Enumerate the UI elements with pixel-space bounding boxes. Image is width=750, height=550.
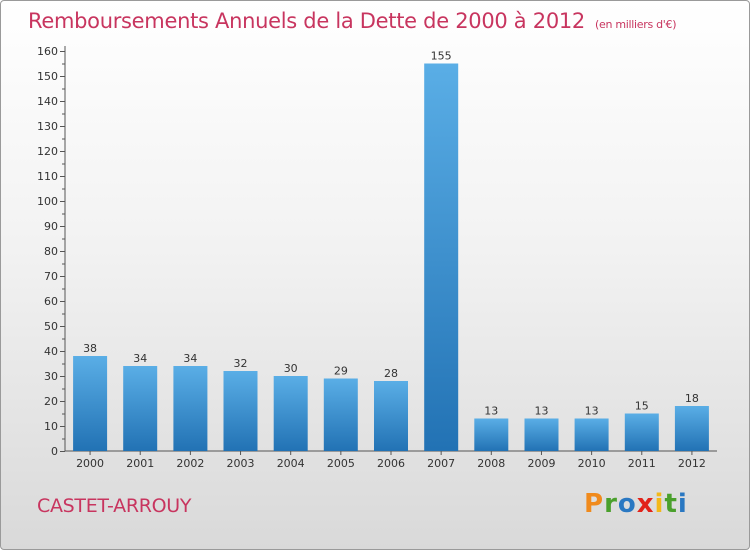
y-tick-label: 30: [44, 370, 58, 383]
x-tick-label: 2007: [427, 457, 455, 470]
commune-name: CASTET-ARROUY: [37, 495, 192, 517]
y-tick-label: 70: [44, 270, 58, 283]
x-tick-label: 2002: [176, 457, 204, 470]
logo-letter: r: [604, 489, 618, 519]
y-tick-label: 60: [44, 295, 58, 308]
bar-2004: [273, 376, 308, 451]
value-label: 29: [334, 365, 348, 378]
bar-2008: [474, 418, 509, 451]
y-tick-label: 140: [37, 95, 58, 108]
logo-letter: i: [654, 489, 665, 519]
value-label: 13: [585, 405, 599, 418]
bar-2009: [524, 418, 559, 451]
labels: 0 10 20 30 40 50 60 70 80 90 100 110 120 130 140 150 160…: [37, 45, 706, 470]
bar-2001: [123, 366, 158, 451]
logo-letter: P: [584, 489, 605, 519]
chart-title-text: Remboursements Annuels de la Dette de 20…: [28, 9, 585, 33]
x-tick-label: 2009: [527, 457, 555, 470]
bar-2002: [173, 366, 208, 451]
value-label: 18: [685, 392, 699, 405]
value-label: 32: [234, 357, 248, 370]
chart-unit: (en milliers d'€): [595, 18, 677, 31]
y-tick-label: 120: [37, 145, 58, 158]
y-tick-label: 10: [44, 420, 58, 433]
bar-2005: [323, 378, 358, 451]
x-tick-label: 2010: [578, 457, 606, 470]
value-label: 15: [635, 400, 649, 413]
x-tick-label: 2011: [628, 457, 656, 470]
x-tick-label: 2004: [277, 457, 305, 470]
y-tick-label: 100: [37, 195, 58, 208]
logo-letter: x: [636, 489, 655, 519]
value-label: 13: [484, 405, 498, 418]
value-label: 28: [384, 367, 398, 380]
bar-2000: [73, 356, 108, 451]
chart-title: Remboursements Annuels de la Dette de 20…: [28, 9, 676, 33]
bar-2007: [424, 63, 459, 451]
bar-2012: [674, 406, 709, 451]
y-tick-label: 90: [44, 220, 58, 233]
bar-2010: [574, 418, 609, 451]
bar-2003: [223, 371, 258, 451]
logo-letter: i: [677, 489, 688, 519]
x-tick-label: 2005: [327, 457, 355, 470]
logo-letter: o: [617, 489, 637, 519]
logo-letter: t: [664, 489, 678, 519]
x-tick-label: 2008: [477, 457, 505, 470]
x-tick-label: 2000: [76, 457, 104, 470]
x-tick-label: 2001: [126, 457, 154, 470]
bar-2006: [374, 381, 408, 451]
value-label: 155: [431, 50, 452, 63]
y-tick-label: 150: [37, 70, 58, 83]
y-tick-label: 130: [37, 120, 58, 133]
y-tick-label: 160: [37, 45, 58, 58]
value-label: 34: [183, 352, 197, 365]
y-tick-label: 20: [44, 395, 58, 408]
bars: [73, 63, 709, 451]
x-tick-label: 2012: [678, 457, 706, 470]
value-label: 38: [83, 342, 97, 355]
y-tick-label: 50: [44, 320, 58, 333]
value-label: 13: [534, 405, 548, 418]
bar-2011: [624, 413, 659, 451]
value-label: 34: [133, 352, 147, 365]
value-label: 30: [284, 362, 298, 375]
x-tick-label: 2003: [227, 457, 255, 470]
y-tick-label: 40: [44, 345, 58, 358]
y-tick-label: 80: [44, 245, 58, 258]
proxiti-logo: Proxiti: [584, 489, 688, 519]
x-tick-label: 2006: [377, 457, 405, 470]
y-tick-label: 110: [37, 170, 58, 183]
y-tick-label: 0: [51, 445, 58, 458]
